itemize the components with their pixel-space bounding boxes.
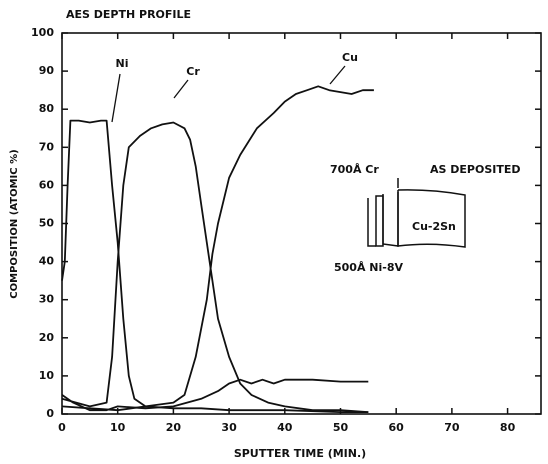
annotation: AS DEPOSITED	[430, 163, 521, 176]
series-label: Cu	[342, 51, 358, 64]
y-tick-label: 20	[39, 331, 55, 344]
y-tick-label: 50	[39, 217, 55, 230]
y-axis-label: COMPOSITION (ATOMIC %)	[9, 149, 20, 298]
y-tick-label: 80	[39, 102, 55, 115]
series-line	[61, 85, 374, 412]
x-tick-label: 50	[333, 421, 349, 434]
leader-line	[111, 73, 121, 123]
x-tick-label: 30	[221, 421, 237, 434]
annotation: Cu-2Sn	[412, 220, 456, 233]
y-tick-label: 30	[39, 293, 55, 306]
leader-line	[329, 65, 346, 85]
series-line	[61, 119, 369, 414]
y-tick-label: 60	[39, 178, 55, 191]
x-tick-label: 0	[58, 421, 66, 434]
series-label: Cr	[186, 65, 200, 78]
y-tick-label: 100	[31, 26, 54, 39]
series-line	[61, 378, 369, 412]
leader-line	[173, 79, 189, 99]
x-tick-label: 60	[389, 421, 405, 434]
annotation: 500Å Ni-8V	[334, 261, 404, 274]
sample-sketch	[367, 178, 466, 248]
x-tick-label: 40	[277, 421, 293, 434]
x-tick-label: 10	[110, 421, 126, 434]
y-tick-label: 40	[39, 255, 55, 268]
annotation: 700Å Cr	[330, 163, 379, 176]
x-axis-label: SPUTTER TIME (MIN.)	[234, 447, 366, 460]
y-tick-label: 0	[46, 407, 54, 420]
x-tick-label: 80	[500, 421, 516, 434]
chart-title: AES DEPTH PROFILE	[66, 8, 191, 21]
y-tick-label: 10	[39, 369, 55, 382]
x-tick-label: 70	[444, 421, 460, 434]
plot-frame	[61, 32, 542, 415]
y-tick-label: 70	[39, 140, 55, 153]
series-line	[61, 121, 369, 413]
series-label: Ni	[116, 57, 129, 70]
x-tick-label: 20	[166, 421, 182, 434]
y-tick-label: 90	[39, 64, 55, 77]
